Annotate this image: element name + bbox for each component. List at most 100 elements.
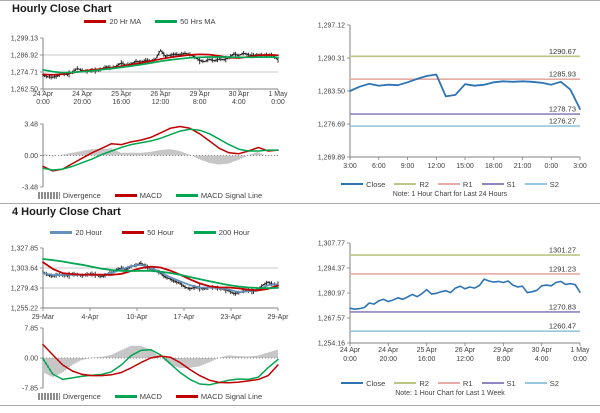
x-tick-label: 0:00 [544, 163, 558, 170]
x-tick-label: 20:00 [380, 356, 398, 363]
x-tick-label: 10-Apr [126, 314, 148, 321]
x-tick-label: 12:00 [428, 163, 446, 170]
x-tick-label: 20:00 [73, 99, 91, 106]
y-tick-label: 0.00 [24, 355, 38, 362]
r1-swatch [437, 382, 460, 384]
x-tick-label: 0:00 [573, 356, 587, 363]
level-label-r1: 1291.23 [549, 264, 576, 273]
level-label-r2: 1290.67 [549, 47, 576, 56]
series-close [349, 278, 581, 310]
macd-swatch [114, 193, 137, 197]
y-tick-label: 1,307.77 [318, 240, 345, 247]
series-close [42, 261, 279, 296]
y-tick-label: 1,279.43 [11, 285, 38, 292]
legend-item-divergence: Divergence [37, 190, 101, 200]
hourly-close-chart-title: Hourly Close Chart [12, 3, 112, 15]
macd-signal-swatch [175, 193, 198, 197]
x-tick-label: 26 Apr [150, 91, 171, 98]
one-hour-1week-chart: 1,307.77 1,294.37 1,280.97 1,267.57 1,254.16… [318, 240, 590, 363]
series-macd [42, 348, 279, 386]
x-tick-label: 12:00 [152, 99, 170, 106]
legend-item-macd: MACD [114, 392, 162, 401]
series-divergence [42, 148, 278, 165]
legend-label: Close [366, 179, 386, 189]
one-hour-24h-chart: 1,297.12 1,290.31 1,283.50 1,276.69 1,269.89… [318, 22, 587, 170]
hourly-macd-chart: 3.48 0.00 -3.48 [22, 121, 279, 191]
y-tick-label: 1,276.69 [318, 121, 345, 128]
x-tick-label: 23-Apr [220, 314, 242, 321]
y-tick-label: -7.85 [22, 385, 38, 392]
legend-label: R1 [462, 378, 473, 388]
50-hour-swatch [122, 230, 145, 234]
x-tick-label: 6:00 [372, 163, 386, 170]
x-tick-label: 4:00 [232, 99, 246, 106]
legend-label: S1 [506, 378, 516, 388]
x-tick-label: 25 Apr [111, 91, 132, 98]
macd-signal-swatch [175, 394, 198, 398]
legend-label: Divergence [62, 190, 101, 200]
y-tick-label: 1,286.92 [11, 52, 38, 59]
x-tick-label: 3:00 [343, 163, 357, 170]
s2-swatch [524, 382, 547, 384]
x-tick-label: 15:00 [456, 163, 474, 170]
series-divergence [42, 345, 278, 377]
y-tick-label: 1,280.97 [318, 290, 345, 297]
y-tick-label: 7.85 [24, 325, 38, 332]
pivot-24h-note: Note: 1 Hour Chart for Last 24 Hours [392, 191, 508, 198]
20hr-ma-swatch [84, 19, 107, 23]
legend-label: Close [366, 378, 386, 388]
four-hourly-macd-legend: Divergence MACD MACD Signal Line [0, 391, 300, 401]
legend-item-macd: MACD [114, 191, 162, 200]
bottom-divider [0, 405, 600, 406]
four-hourly-macd-chart: 7.85 0.00 -7.85 [22, 325, 279, 392]
x-tick-label: 21:00 [514, 163, 532, 170]
series-50-hour [42, 261, 279, 292]
legend-label: 50 Hour [147, 227, 174, 237]
legend-item-20hr-ma: 20 Hr MA [84, 17, 141, 26]
four-hourly-ma-legend: 20 Hour 50 Hour 200 Hour [0, 227, 300, 237]
y-tick-label: 1,255.22 [11, 305, 38, 312]
legend-item-macd-signal: MACD Signal Line [175, 392, 262, 401]
legend-label: S2 [549, 378, 559, 388]
x-tick-label: 24 Apr [378, 347, 399, 354]
r2-swatch [394, 183, 417, 185]
x-tick-label: 1 May [268, 91, 288, 98]
macd-swatch [114, 394, 137, 398]
close-swatch [341, 382, 364, 384]
x-tick-label: 1 May [570, 347, 590, 354]
y-tick-label: 0.00 [24, 153, 38, 160]
y-tick-label: 1,267.57 [318, 315, 345, 322]
x-tick-label: 25 Apr [417, 347, 438, 354]
series-macd [42, 125, 279, 172]
x-tick-label: 29 Apr [493, 347, 514, 354]
x-tick-label: 4-Apr [81, 314, 99, 321]
legend-item-close: Close [341, 180, 385, 189]
y-tick-label: 3.48 [24, 121, 38, 128]
legend-item-200-hour: 200 Hour [193, 228, 250, 237]
legend-item-s1: S1 [481, 180, 516, 189]
x-tick-label: 12:00 [456, 356, 474, 363]
legend-item-s2: S2 [524, 180, 559, 189]
legend-item-20-hour: 20 Hour [50, 228, 102, 237]
legend-item-divergence: Divergence [37, 392, 101, 401]
x-tick-label: 29-Mar [32, 314, 55, 321]
x-tick-label: 29-Apr [267, 314, 289, 321]
x-tick-label: 0:00 [343, 356, 357, 363]
series-close [349, 73, 581, 110]
series-200-hour [42, 258, 279, 289]
s2-swatch [524, 183, 547, 185]
x-tick-label: 24 Apr [340, 347, 361, 354]
middle-divider [0, 203, 600, 204]
r2-swatch [394, 382, 417, 384]
level-label-r1: 1285.93 [549, 70, 576, 79]
50hrs-ma-swatch [155, 19, 178, 23]
legend-item-s2: S2 [524, 378, 559, 388]
x-tick-label: 16:00 [418, 356, 436, 363]
y-tick-label: 1,269.89 [318, 154, 345, 161]
level-label-s1: 1278.73 [549, 105, 576, 114]
s1-swatch [481, 382, 504, 384]
200-hour-swatch [193, 230, 216, 234]
x-tick-label: 4:00 [535, 356, 549, 363]
legend-item-macd-signal: MACD Signal Line [175, 191, 262, 200]
